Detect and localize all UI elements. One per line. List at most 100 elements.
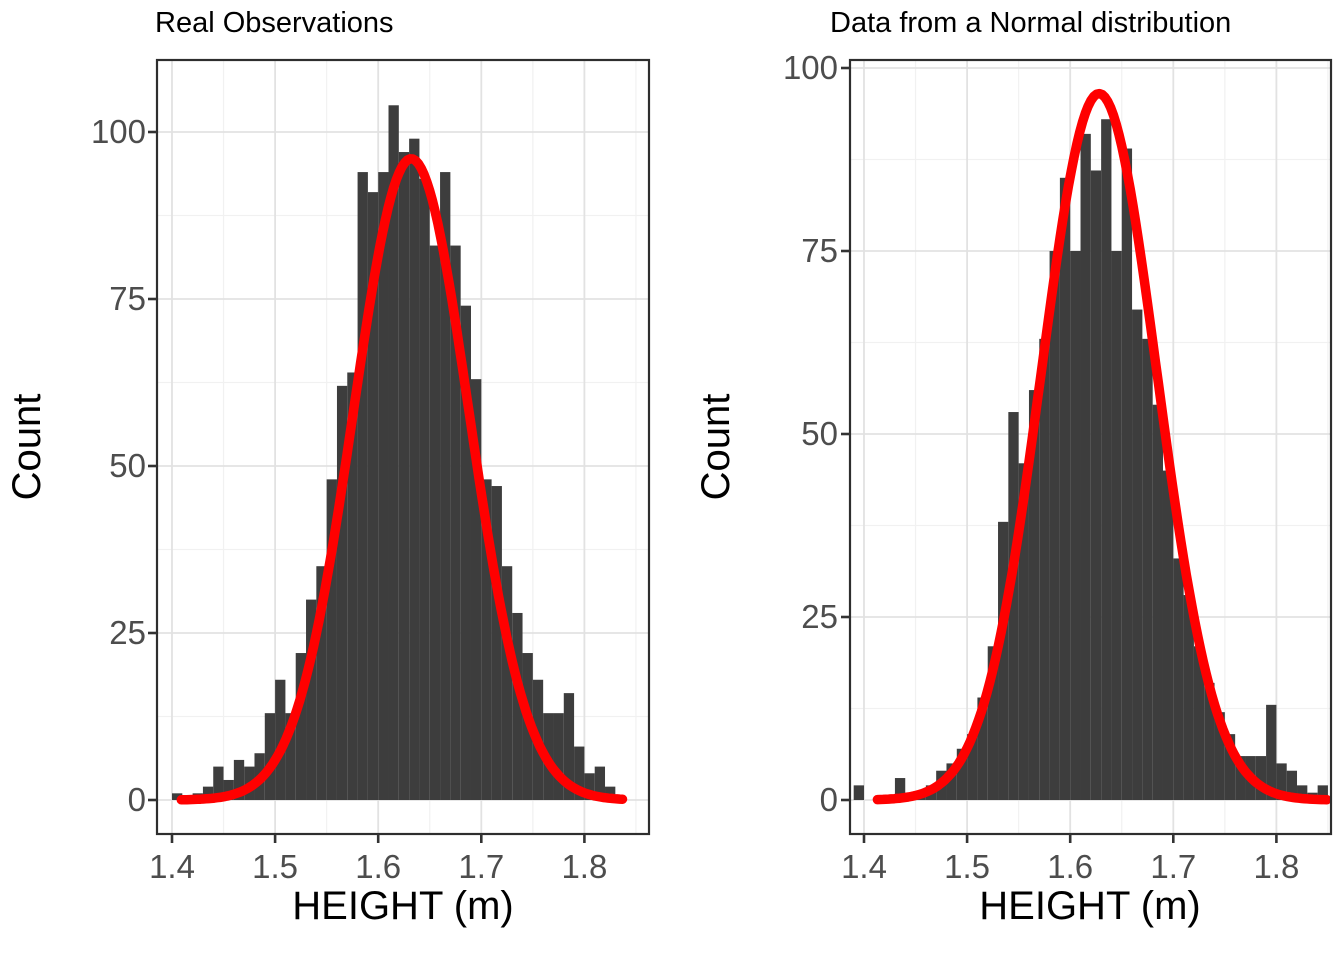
histogram-bar: [946, 763, 957, 800]
histogram-bar: [967, 734, 978, 800]
y-tick-label: 25: [801, 598, 838, 635]
histogram-bar: [1317, 785, 1328, 800]
histogram-bar: [1111, 251, 1122, 800]
histogram-bar: [1121, 148, 1133, 800]
x-tick-label: 1.4: [841, 848, 887, 885]
x-tick-label: 1.7: [1150, 848, 1197, 885]
histogram-bar: [357, 172, 368, 800]
y-tick-label: 25: [109, 614, 146, 651]
histogram-bar: [306, 599, 317, 800]
y-tick-label: 50: [109, 447, 146, 484]
x-tick-label: 1.6: [1047, 848, 1094, 885]
histogram-bar: [1266, 704, 1277, 800]
histogram-bar: [367, 192, 379, 800]
y-tick-label: 0: [127, 781, 146, 818]
histogram-bar: [285, 713, 296, 800]
histogram-bar: [853, 785, 864, 800]
histogram-bar: [1090, 170, 1102, 801]
y-tick-label: 75: [801, 232, 838, 269]
histogram-bar: [1286, 770, 1298, 800]
histogram-bar: [1162, 470, 1174, 800]
histogram-bar: [409, 138, 420, 800]
panel-border: [848, 58, 1333, 836]
histogram-bar: [1214, 712, 1225, 800]
histogram-bar: [378, 172, 389, 800]
histogram-bar: [1224, 734, 1236, 800]
histogram-bar: [1255, 756, 1267, 800]
histogram-bar: [1132, 309, 1143, 800]
histogram-bar: [1142, 338, 1153, 800]
histogram-bar: [1080, 133, 1091, 800]
histogram-bar: [347, 372, 358, 800]
histogram-bar: [584, 773, 595, 800]
left-y-axis-title: Count: [5, 393, 49, 501]
histogram-bar: [491, 486, 502, 800]
x-tick-label: 1.8: [561, 848, 608, 885]
histogram-bar: [202, 786, 214, 800]
x-tick-label: 1.6: [355, 848, 402, 885]
histogram-bar: [594, 766, 606, 800]
histogram-bar: [1028, 390, 1040, 800]
x-tick-label: 1.7: [458, 848, 505, 885]
panel-border: [155, 58, 651, 836]
histogram-bar: [605, 786, 616, 800]
histogram-bar: [501, 566, 513, 800]
histogram-bar: [1059, 177, 1071, 801]
histogram-bar: [398, 152, 410, 801]
histogram-bar: [336, 385, 348, 800]
histogram-bar: [512, 612, 523, 800]
x-tick-label: 1.5: [252, 848, 299, 885]
histogram-bar: [553, 713, 564, 800]
histogram-bar: [894, 778, 906, 800]
y-tick-label: 100: [90, 113, 146, 150]
histogram-bar: [429, 245, 441, 800]
y-tick-label: 0: [819, 781, 838, 818]
histogram-bar: [1235, 756, 1246, 800]
histogram-bar: [1039, 338, 1050, 800]
left-plot-title: Real Observations: [155, 7, 394, 39]
histogram-bar: [316, 566, 327, 800]
histogram-bar: [1297, 785, 1308, 800]
histogram-bar: [481, 479, 492, 800]
histogram-bar: [1070, 251, 1081, 800]
histogram-bar: [574, 746, 585, 800]
right-plot-title: Data from a Normal distribution: [830, 7, 1232, 39]
y-tick-label: 100: [782, 49, 838, 86]
histogram-bar: [440, 172, 451, 800]
histogram-bar: [1152, 404, 1163, 800]
histogram-bar: [450, 245, 461, 800]
histogram-bar: [1276, 763, 1287, 800]
histogram-bar: [275, 679, 286, 800]
y-tick-label: 75: [109, 280, 146, 317]
histogram-bar: [213, 766, 224, 800]
right-y-axis-title: Count: [694, 393, 738, 501]
histogram-bar: [977, 697, 988, 800]
histogram-bar: [563, 693, 575, 800]
histogram-bar: [470, 379, 482, 800]
x-tick-label: 1.8: [1253, 848, 1300, 885]
histogram-bar: [172, 793, 183, 800]
histogram-bar: [1008, 412, 1019, 800]
histogram-bar: [419, 178, 430, 800]
histogram-bar: [326, 479, 337, 800]
x-tick-label: 1.4: [149, 848, 195, 885]
histogram-bar: [1101, 119, 1112, 801]
normal-curve: [872, 88, 1332, 805]
histogram-bar: [998, 521, 1009, 800]
y-tick-label: 50: [801, 415, 838, 452]
histogram-bar: [233, 759, 245, 800]
histogram-bar: [295, 653, 307, 800]
normal-curve: [176, 154, 628, 805]
histogram-bar: [1049, 251, 1060, 800]
histogram-bar: [264, 713, 276, 800]
histogram-bar: [1183, 595, 1194, 800]
x-tick-label: 1.5: [944, 848, 991, 885]
histogram-bar: [223, 779, 234, 800]
histogram-bar: [987, 646, 999, 800]
histogram-bar: [388, 105, 399, 800]
histogram-bar: [1173, 558, 1184, 800]
histogram-bar: [460, 305, 471, 800]
left-x-axis-title: HEIGHT (m): [292, 884, 514, 928]
histogram-bar: [956, 748, 968, 800]
